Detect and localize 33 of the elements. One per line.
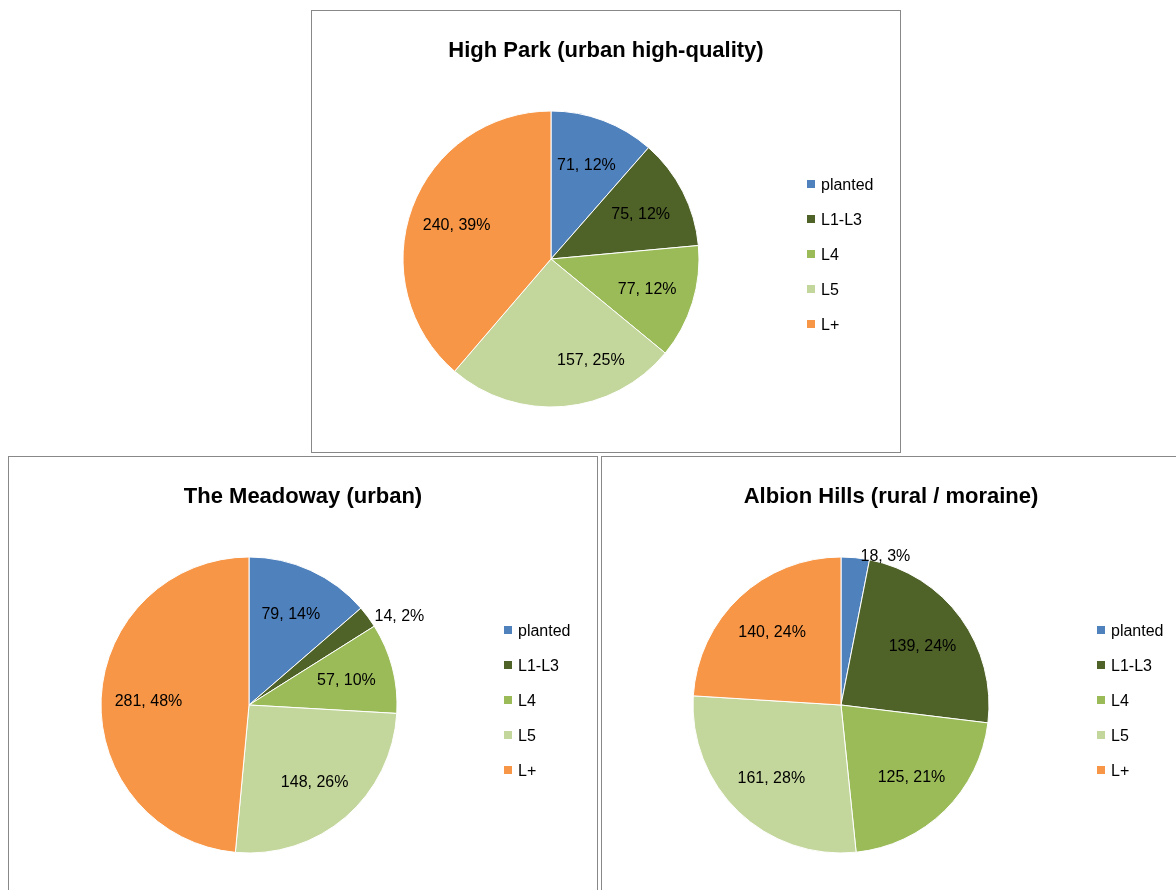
data-label: 148, 26% <box>280 772 349 790</box>
legend-label: L5 <box>1111 726 1129 744</box>
legend-label: L1-L3 <box>518 656 560 674</box>
data-label: 139, 24% <box>888 637 957 655</box>
legend-label: L5 <box>518 726 536 744</box>
legend-label: planted <box>1111 621 1164 639</box>
data-label: 281, 48% <box>114 691 183 709</box>
data-label: 14, 2% <box>374 607 425 625</box>
legend-label: L+ <box>1111 761 1130 779</box>
chart-title: Albion Hills (rural / moraine) <box>743 482 1039 508</box>
legend-label: L5 <box>821 280 839 298</box>
data-label: 125, 21% <box>877 768 946 786</box>
data-label: 79, 14% <box>261 604 321 622</box>
legend-label: L1-L3 <box>1111 656 1153 674</box>
data-label: 71, 12% <box>557 156 616 174</box>
data-label: 240, 39% <box>422 215 491 233</box>
legend-label: L4 <box>518 691 536 709</box>
legend-label: L1-L3 <box>821 210 863 228</box>
chart-title: The Meadoway (urban) <box>183 482 423 508</box>
legend-label: L+ <box>821 315 840 333</box>
legend-label: L+ <box>518 761 537 779</box>
legend-label: L4 <box>821 245 839 263</box>
data-label: 75, 12% <box>611 204 671 222</box>
data-label: 157, 25% <box>557 350 625 368</box>
legend-label: planted <box>518 621 571 639</box>
data-label: 161, 28% <box>737 769 806 787</box>
legend-label: L4 <box>1111 691 1129 709</box>
chart-title: High Park (urban high-quality) <box>448 36 764 62</box>
legend-label: planted <box>821 175 874 193</box>
data-label: 77, 12% <box>617 280 677 298</box>
data-label: 18, 3% <box>860 547 911 565</box>
data-label: 57, 10% <box>317 671 376 689</box>
data-label: 140, 24% <box>738 623 806 641</box>
